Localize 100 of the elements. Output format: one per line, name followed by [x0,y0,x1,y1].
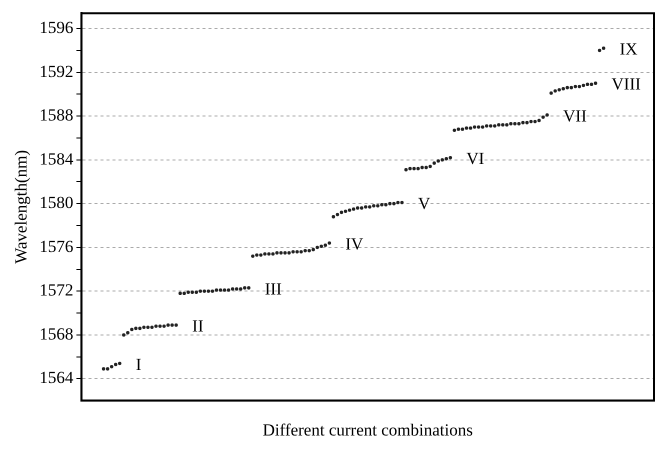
point [243,286,246,290]
annotation: VII [563,106,588,126]
point [206,289,210,293]
y-tick-label: 1588 [39,106,74,125]
point [448,156,452,160]
annotation: IX [620,40,638,59]
point [295,250,299,254]
annotation: IV [345,234,364,254]
point [558,88,561,92]
point [271,252,275,256]
point [154,324,158,328]
point [194,290,198,294]
point [428,164,432,168]
point [472,125,476,129]
point [275,251,279,255]
point [202,289,206,293]
point [533,120,537,124]
point [376,204,380,208]
point [586,82,590,86]
point [214,288,218,292]
point [336,212,340,216]
point [316,246,319,250]
point [566,86,570,90]
point [484,124,488,128]
y-tick-label: 1576 [39,236,74,256]
point [222,288,226,292]
y-tick-label: 1580 [39,193,74,212]
point [517,122,521,126]
y-tick-label: 1568 [39,324,74,344]
point [408,166,412,170]
point [106,367,110,371]
point [388,202,392,206]
point [150,326,154,329]
annotation: II [192,316,204,336]
point [170,323,174,327]
point [392,202,396,206]
point [190,290,194,294]
x-axis-title: Different current combinations [262,420,473,440]
point [380,203,384,206]
point [198,289,202,293]
point [488,124,492,128]
point [263,252,267,256]
point [513,122,517,126]
point [412,166,416,170]
point [122,333,126,337]
point [384,203,388,206]
point [594,82,598,85]
point [218,288,222,292]
y-tick-label: 1564 [39,368,74,388]
point [493,124,496,128]
point [332,215,336,218]
point [230,287,234,291]
point [541,115,545,119]
point [234,287,238,291]
point [598,48,602,52]
y-tick-label: 1584 [39,149,74,168]
point [460,128,464,131]
point [291,250,295,254]
point [118,362,122,366]
point [480,125,484,129]
point [432,161,436,165]
point [114,362,118,366]
point [436,159,440,163]
point [590,82,594,86]
point [146,326,150,329]
point [525,120,529,124]
point [162,324,166,328]
point [578,84,582,88]
point [396,200,400,204]
point [328,241,332,245]
point [320,244,324,248]
y-tick-label: 1572 [39,280,74,300]
point [368,205,372,209]
point [468,126,472,130]
point [570,86,574,90]
y-tick-label: 1592 [39,62,74,81]
point [174,323,178,327]
point [420,166,424,170]
point [102,367,106,371]
point [210,289,214,293]
point [400,200,404,204]
point [360,206,364,210]
point [529,120,533,124]
point [267,252,271,256]
point [238,287,242,291]
point [509,122,513,126]
point [178,292,182,296]
point [501,123,504,127]
point [444,157,448,160]
point [182,292,186,296]
y-axis-title: Wavelength(nm) [12,150,31,264]
point [247,286,250,290]
point [110,364,114,368]
point [416,166,420,170]
point [582,84,586,88]
y-tick-label: 1596 [39,18,74,37]
point [255,253,259,257]
point [440,158,444,162]
point [549,91,553,95]
point [356,206,360,210]
